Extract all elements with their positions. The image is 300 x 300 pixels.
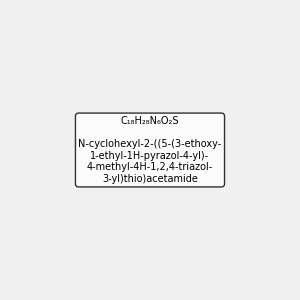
Text: C₁₈H₂₈N₆O₂S

N-cyclohexyl-2-((5-(3-ethoxy-
1-ethyl-1H-pyrazol-4-yl)-
4-methyl-4H: C₁₈H₂₈N₆O₂S N-cyclohexyl-2-((5-(3-ethoxy… [78, 116, 222, 184]
